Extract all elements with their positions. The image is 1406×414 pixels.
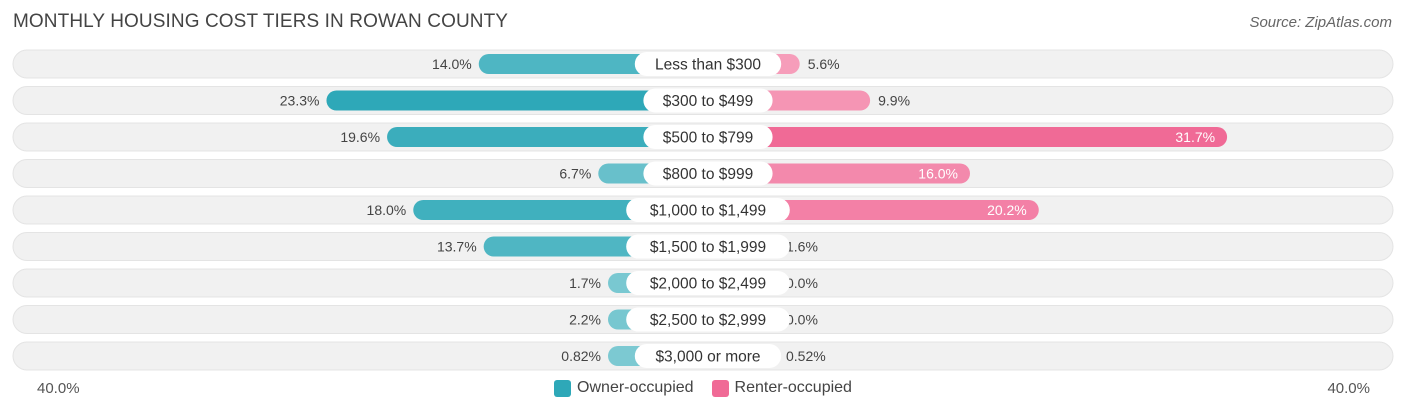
chart-title: MONTHLY HOUSING COST TIERS IN ROWAN COUN… [13,11,509,32]
owner-value-label: 14.0% [432,56,472,72]
category-pill [643,125,773,149]
owner-value-label: 0.82% [561,348,601,364]
renter-bar [708,163,970,184]
category-pill [626,271,790,295]
category-label: $1,500 to $1,999 [650,239,766,256]
legend-swatch-owner [554,379,572,397]
renter-bar [708,200,1039,220]
legend: Owner-occupied Renter-occupied [0,379,1406,397]
owner-value-label: 23.3% [280,93,320,109]
renter-value-label: 0.52% [786,348,826,364]
category-label: $500 to $799 [663,130,754,147]
renter-value-label: 0.0% [786,312,818,328]
source-credit: Source: ZipAtlas.com [1249,14,1392,31]
renter-value-label: 20.2% [987,202,1027,218]
owner-value-label: 2.2% [569,312,601,328]
category-pill [643,88,773,113]
category-label: $800 to $999 [663,166,754,183]
legend-item-renter: Renter-occupied [711,379,852,397]
category-label: $2,000 to $2,499 [650,276,766,293]
category-pill [626,307,790,332]
legend-label-renter: Renter-occupied [734,379,852,396]
axis-min-label: 40.0% [37,380,80,397]
axis-max-label: 40.0% [1327,380,1370,397]
legend-label-owner: Owner-occupied [577,379,694,396]
category-label: $300 to $499 [663,93,754,110]
renter-value-label: 0.0% [786,275,818,291]
category-label: $2,500 to $2,999 [650,312,766,329]
owner-bar [387,127,708,147]
category-pill [626,198,790,222]
category-pill [634,344,782,368]
owner-value-label: 18.0% [367,202,407,218]
category-label: $3,000 or more [655,349,760,366]
category-label: Less than $300 [655,57,761,74]
category-pill [634,52,782,76]
category-pill [626,234,790,259]
legend-swatch-renter [711,379,729,397]
renter-value-label: 31.7% [1175,129,1215,145]
renter-value-label: 16.0% [918,166,958,182]
renter-value-label: 9.9% [878,93,910,109]
legend-item-owner: Owner-occupied [554,379,694,397]
owner-value-label: 19.6% [340,129,380,145]
owner-bar [326,90,708,111]
category-pill [643,161,773,186]
category-label: $1,000 to $1,499 [650,203,766,220]
renter-bar [708,127,1228,147]
renter-value-label: 1.6% [786,239,818,255]
owner-value-label: 1.7% [569,275,601,291]
renter-value-label: 5.6% [808,56,840,72]
owner-value-label: 6.7% [559,166,591,182]
owner-value-label: 13.7% [437,239,477,255]
